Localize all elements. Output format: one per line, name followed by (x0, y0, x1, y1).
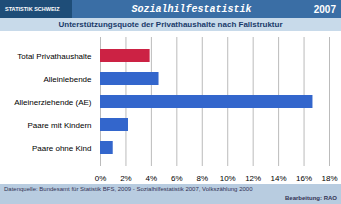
svg-text:10%: 10% (220, 174, 236, 183)
svg-text:Alleinerziehende (AE): Alleinerziehende (AE) (14, 98, 92, 107)
svg-text:2%: 2% (120, 174, 132, 183)
html-text:Datenquelle: Bundesamt für Sta: Datenquelle: Bundesamt für Statistik BFS… (4, 186, 253, 192)
html-text:STATISTIK SCHWEIZ: STATISTIK SCHWEIZ (5, 6, 60, 12)
html-text:2007: 2007 (313, 3, 336, 15)
svg-text:Paare mit Kindern: Paare mit Kindern (27, 121, 91, 130)
svg-text:0%: 0% (95, 174, 107, 183)
html-text:Sozialhilfestatistik: Sozialhilfestatistik (131, 3, 252, 15)
svg-text:18%: 18% (321, 174, 337, 183)
svg-text:16%: 16% (296, 174, 312, 183)
svg-text:Total Privathaushalte: Total Privathaushalte (17, 52, 92, 61)
svg-text:8%: 8% (196, 174, 208, 183)
svg-text:14%: 14% (271, 174, 287, 183)
svg-text:4%: 4% (146, 174, 158, 183)
svg-text:Paare ohne Kind: Paare ohne Kind (32, 144, 92, 153)
svg-text:Alleinlebende: Alleinlebende (43, 75, 92, 84)
html-text:Bearbeitung: RAO: Bearbeitung: RAO (285, 195, 337, 201)
svg-text:12%: 12% (245, 174, 261, 183)
html-text:Unterstützungsquote der Privat: Unterstützungsquote der Privathaushalte … (58, 20, 283, 29)
svg-text:6%: 6% (171, 174, 183, 183)
